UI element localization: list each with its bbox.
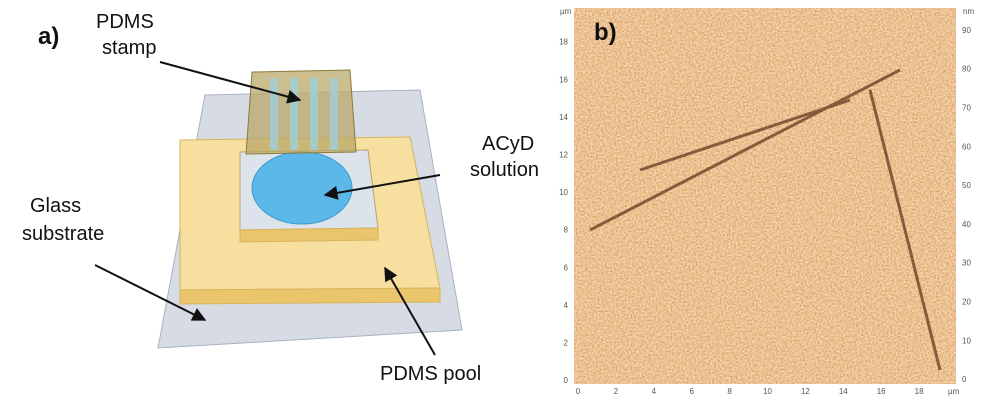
callout: solution — [470, 159, 539, 181]
tick-label: 14 — [839, 387, 848, 396]
tick-label: 10 — [763, 387, 772, 396]
panel-label: a) — [38, 23, 59, 50]
tick-label: 80 — [962, 65, 971, 74]
tick-label: 2 — [614, 387, 619, 396]
callout: PDMS — [96, 11, 154, 33]
tick-label: 12 — [801, 387, 810, 396]
tick-label: 90 — [962, 26, 971, 35]
figure: a) PDMS stamp ACyD solution Glass substr… — [0, 0, 981, 398]
tick-label: 20 — [962, 298, 971, 307]
afm-image — [574, 8, 956, 384]
tick-label: 6 — [564, 263, 569, 272]
tick-label: 14 — [559, 113, 568, 122]
tick-label: 12 — [559, 151, 568, 160]
callout: ACyD — [482, 133, 534, 155]
tick-label: 8 — [727, 387, 732, 396]
schematic — [158, 70, 462, 348]
callout: Glass — [30, 195, 81, 217]
tick-label: 40 — [962, 220, 971, 229]
tick-label: 4 — [564, 301, 569, 310]
tick-label: 50 — [962, 181, 971, 190]
tick-label: 2 — [564, 339, 569, 348]
tick-label: 18 — [915, 387, 924, 396]
axis-unit: µm — [948, 387, 960, 396]
tick-label: 4 — [652, 387, 657, 396]
axis-unit: µm — [560, 7, 572, 16]
tick-label: 6 — [689, 387, 694, 396]
tick-label: 10 — [962, 336, 971, 345]
panel-label: b) — [594, 19, 617, 46]
tick-label: 70 — [962, 104, 971, 113]
tick-label: 10 — [559, 188, 568, 197]
tick-label: 60 — [962, 142, 971, 151]
tick-label: 16 — [877, 387, 886, 396]
axis-unit: nm — [963, 7, 974, 16]
callout: substrate — [22, 223, 104, 245]
tick-label: 16 — [559, 75, 568, 84]
tick-label: 0 — [962, 375, 967, 384]
tick-label: 0 — [564, 376, 569, 385]
callout: PDMS pool — [380, 363, 481, 385]
tick-label: 8 — [564, 226, 569, 235]
callout: stamp — [102, 37, 156, 59]
tick-label: 0 — [576, 387, 581, 396]
tick-label: 30 — [962, 259, 971, 268]
tick-label: 18 — [559, 38, 568, 47]
